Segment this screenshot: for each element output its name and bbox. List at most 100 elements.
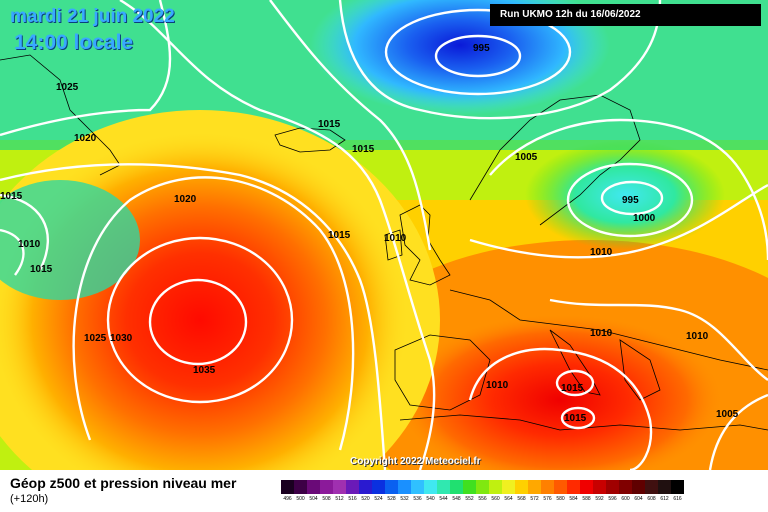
legend-label: 600 — [621, 496, 630, 502]
legend-swatch: 608 — [645, 480, 658, 505]
legend-swatch: 544 — [437, 480, 450, 505]
isobar-995 — [434, 34, 522, 78]
isobar-1030 — [106, 236, 294, 404]
legend-color — [307, 480, 320, 494]
forecast-time: 14:00 locale — [14, 31, 134, 54]
isobar-label: 1025 — [56, 82, 79, 93]
legend-swatch: 548 — [450, 480, 463, 505]
isobar-1015-b — [269, 0, 432, 251]
chart-title: Géop z500 et pression niveau mer — [10, 475, 237, 491]
legend-swatch: 612 — [658, 480, 671, 505]
legend-label: 592 — [595, 496, 604, 502]
legend-color — [567, 480, 580, 494]
isobar-1020-north — [0, 0, 172, 137]
legend-color — [476, 480, 489, 494]
legend-color — [658, 480, 671, 494]
legend-color — [645, 480, 658, 494]
legend-swatch: 568 — [515, 480, 528, 505]
legend-swatch: 600 — [619, 480, 632, 505]
legend-label: 548 — [452, 496, 461, 502]
legend-label: 508 — [322, 496, 331, 502]
legend-swatch: 588 — [580, 480, 593, 505]
legend-swatch: 584 — [567, 480, 580, 505]
isobar-1015 — [119, 0, 436, 470]
legend-color — [619, 480, 632, 494]
isobar-1010-med — [468, 347, 653, 470]
isobar-label: 1005 — [515, 152, 538, 163]
legend-swatch: 552 — [463, 480, 476, 505]
isobar-label: 1010 — [590, 328, 613, 339]
coastlines — [0, 54, 768, 431]
legend-color — [294, 480, 307, 494]
isobar-1020 — [0, 163, 387, 470]
isobar-label: 1010 — [686, 331, 709, 342]
isobar-995-scand — [600, 180, 664, 216]
isobar-label: 1030 — [110, 333, 133, 344]
legend-label: 568 — [517, 496, 526, 502]
isobar-1005 — [338, 0, 662, 120]
legend-color — [437, 480, 450, 494]
legend-label: 572 — [530, 496, 539, 502]
legend-label: 552 — [465, 496, 474, 502]
isobar-label: 1015 — [352, 144, 375, 155]
italy-coast — [549, 329, 601, 396]
legend-color — [346, 480, 359, 494]
legend-label: 536 — [413, 496, 422, 502]
legend-label: 604 — [634, 496, 643, 502]
isobar-label: 1020 — [74, 133, 97, 144]
isobar-1015-med-b — [560, 406, 596, 430]
scandinavia-coast — [469, 94, 641, 226]
legend-swatch: 580 — [554, 480, 567, 505]
legend-color — [424, 480, 437, 494]
isobar-1015-med — [555, 369, 595, 397]
copyright: Copyright 2022 Meteociel.fr — [350, 456, 481, 467]
isobar-1005-se — [708, 393, 768, 470]
weather-map: 995 1025 1020 1015 1015 1015 1010 1015 1… — [0, 0, 768, 470]
isobar-1005-europe — [489, 118, 768, 261]
run-info: Run UKMO 12h du 16/06/2022 — [490, 4, 761, 26]
legend-swatch: 532 — [398, 480, 411, 505]
legend-label: 560 — [491, 496, 500, 502]
isobar-label: 1010 — [590, 247, 613, 258]
legend-color — [554, 480, 567, 494]
legend-color — [359, 480, 372, 494]
legend-swatch: 504 — [307, 480, 320, 505]
isobars — [0, 0, 768, 470]
legend-color — [632, 480, 645, 494]
ireland-coast — [384, 229, 403, 261]
legend-color — [385, 480, 398, 494]
isobar-1025 — [72, 176, 355, 451]
isobar-label: 1000 — [633, 213, 656, 224]
legend-label: 496 — [283, 496, 292, 502]
isobar-1015-west — [0, 193, 50, 271]
legend-swatch: 536 — [411, 480, 424, 505]
forecast-date: mardi 21 juin 2022 — [10, 6, 175, 27]
legend-label: 516 — [348, 496, 357, 502]
legend-label: 540 — [426, 496, 435, 502]
scandinavia-low-field — [525, 140, 725, 250]
isobar-label: 1015 — [564, 413, 587, 424]
legend-swatch: 520 — [359, 480, 372, 505]
legend-label: 564 — [504, 496, 513, 502]
legend-label: 596 — [608, 496, 617, 502]
isobar-label: 1010 — [384, 233, 407, 244]
isobar-1010-east — [549, 298, 768, 381]
legend-swatch: 564 — [502, 480, 515, 505]
legend-color — [606, 480, 619, 494]
legend-swatch: 500 — [294, 480, 307, 505]
legend-color — [671, 480, 684, 494]
color-legend: 496 500 504 508 512 516 520 524 528 532 536 540 544 5… — [281, 480, 684, 505]
legend-color — [333, 480, 346, 494]
legend-label: 520 — [361, 496, 370, 502]
legend-color — [528, 480, 541, 494]
legend-color — [593, 480, 606, 494]
legend-swatch: 524 — [372, 480, 385, 505]
footer: Géop z500 et pression niveau mer (+120h)… — [0, 470, 768, 512]
isobar-label: 1015 — [0, 191, 23, 202]
legend-swatch: 528 — [385, 480, 398, 505]
legend-color — [320, 480, 333, 494]
isobar-label: 1020 — [174, 194, 197, 205]
isobar-1000-scand — [566, 162, 694, 238]
legend-label: 608 — [647, 496, 656, 502]
greenland-coast — [0, 54, 121, 176]
